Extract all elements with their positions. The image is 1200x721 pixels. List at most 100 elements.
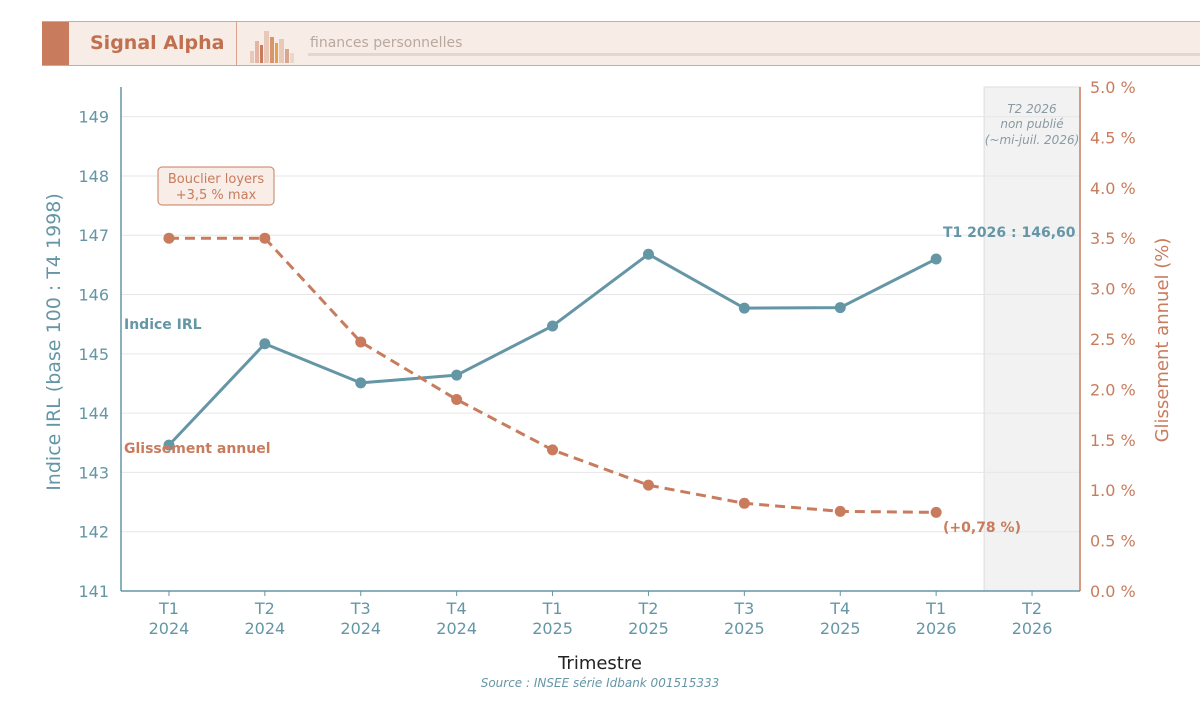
irl-point bbox=[930, 253, 942, 265]
left-axis-ticks: 141 142 143 144 145 146 147 148 149 bbox=[78, 108, 109, 601]
right-tick-label: 2.5 % bbox=[1090, 330, 1136, 349]
right-tick-label: 1.0 % bbox=[1090, 481, 1136, 500]
left-tick-label: 145 bbox=[78, 345, 109, 364]
x-tick-label: T2 2026 bbox=[1012, 599, 1053, 638]
glissement-line bbox=[168, 236, 937, 514]
x-tick-quarter: T1 bbox=[158, 599, 179, 618]
irl-point bbox=[259, 338, 271, 350]
x-tick-quarter: T4 bbox=[446, 599, 467, 618]
tagline: finances personnelles bbox=[310, 35, 463, 51]
x-tick-year: 2024 bbox=[244, 619, 285, 638]
x-tick-year: 2024 bbox=[340, 619, 381, 638]
unpublished-line3: (~mi-juil. 2026) bbox=[985, 133, 1080, 147]
axes bbox=[120, 87, 1081, 592]
gridlines bbox=[121, 116, 1080, 533]
brand-name: Signal Alpha bbox=[90, 32, 225, 54]
left-tick-label: 144 bbox=[78, 404, 109, 423]
right-tick-label: 4.5 % bbox=[1090, 128, 1136, 147]
left-tick-label: 141 bbox=[78, 582, 109, 601]
x-tick-quarter: T2 bbox=[1021, 599, 1042, 618]
glissement-point bbox=[547, 444, 559, 456]
right-tick-label: 1.5 % bbox=[1090, 431, 1136, 450]
right-tick-label: 5.0 % bbox=[1090, 78, 1136, 97]
unpublished-zone-rect bbox=[983, 86, 1081, 592]
y-axis-left-label: Indice IRL (base 100 : T4 1998) bbox=[43, 193, 65, 491]
right-tick-label: 2.0 % bbox=[1090, 380, 1136, 399]
irl-point bbox=[163, 439, 175, 451]
glissement-point bbox=[259, 232, 271, 244]
x-tick-year: 2025 bbox=[532, 619, 573, 638]
y-axis-right-label: Glissement annuel (%) bbox=[1152, 238, 1173, 443]
right-axis-ticks: 0.0 % 0.5 % 1.0 % 1.5 % 2.0 % 2.5 % 3.0 % 3.5 %… bbox=[1090, 78, 1136, 601]
x-tick-year: 2025 bbox=[724, 619, 765, 638]
city-bars-icon bbox=[250, 31, 294, 63]
x-tick-quarter: T1 bbox=[542, 599, 563, 618]
right-tick-label: 3.0 % bbox=[1090, 280, 1136, 299]
header-divider bbox=[236, 22, 237, 65]
left-tick-label: 149 bbox=[78, 108, 109, 127]
series-glissement bbox=[163, 232, 942, 518]
header-rule bbox=[308, 53, 1200, 56]
left-tick-label: 147 bbox=[78, 226, 109, 245]
x-tick-label: T3 2024 bbox=[340, 599, 381, 638]
unpublished-zone bbox=[983, 86, 1081, 592]
left-tick-label: 142 bbox=[78, 523, 109, 542]
irl-point bbox=[738, 302, 750, 314]
right-tick-label: 0.5 % bbox=[1090, 532, 1136, 551]
glissement-point bbox=[451, 393, 463, 405]
x-tick-label: T1 2024 bbox=[149, 599, 190, 638]
shield-annotation-line1: Bouclier loyers bbox=[168, 172, 265, 187]
shield-annotation-line2: +3,5 % max bbox=[176, 188, 257, 203]
x-tick-year: 2026 bbox=[1012, 619, 1053, 638]
glissement-point bbox=[738, 497, 750, 509]
last-value-label: T1 2026 : 146,60 bbox=[943, 225, 1076, 241]
x-tick-year: 2025 bbox=[820, 619, 861, 638]
x-tick-quarter: T3 bbox=[350, 599, 371, 618]
shield-annotation: Bouclier loyers +3,5 % max bbox=[157, 166, 275, 206]
irl-point bbox=[834, 302, 846, 314]
glissement-point bbox=[834, 505, 846, 517]
x-axis-label: Trimestre bbox=[557, 653, 642, 674]
irl-line bbox=[167, 252, 937, 447]
glissement-point bbox=[930, 506, 942, 518]
series-irl-label: Indice IRL bbox=[124, 317, 202, 333]
x-tick-label: T2 2025 bbox=[628, 599, 669, 638]
x-tick-quarter: T3 bbox=[733, 599, 754, 618]
right-tick-label: 4.0 % bbox=[1090, 179, 1136, 198]
glissement-point bbox=[642, 479, 654, 491]
x-tick-year: 2024 bbox=[436, 619, 477, 638]
x-tick-year: 2024 bbox=[149, 619, 190, 638]
left-tick-label: 148 bbox=[78, 167, 109, 186]
unpublished-line2: non publié bbox=[1000, 117, 1063, 131]
x-tick-quarter: T2 bbox=[637, 599, 658, 618]
x-tick-label: T3 2025 bbox=[724, 599, 765, 638]
glissement-point bbox=[163, 232, 175, 244]
x-tick-label: T1 2025 bbox=[532, 599, 573, 638]
irl-point bbox=[451, 369, 463, 381]
x-tick-label: T4 2024 bbox=[436, 599, 477, 638]
left-tick-label: 143 bbox=[78, 463, 109, 482]
unpublished-note: T2 2026 non publié (~mi-juil. 2026) bbox=[985, 102, 1080, 147]
series-irl bbox=[163, 248, 942, 451]
x-tick-label: T4 2025 bbox=[820, 599, 861, 638]
right-tick-label: 3.5 % bbox=[1090, 229, 1136, 248]
source-note: Source : INSEE série Idbank 001515333 bbox=[481, 676, 720, 690]
right-tick-label: 0.0 % bbox=[1090, 582, 1136, 601]
unpublished-line1: T2 2026 bbox=[1007, 102, 1057, 116]
left-tick-label: 146 bbox=[78, 286, 109, 305]
irl-point bbox=[547, 320, 559, 332]
x-tick-quarter: T4 bbox=[829, 599, 850, 618]
header-banner: Signal Alpha finances personnelles bbox=[42, 21, 1200, 66]
glissement-point bbox=[355, 336, 367, 348]
x-tick-label: T2 2024 bbox=[244, 599, 285, 638]
irl-point bbox=[642, 248, 654, 260]
x-tick-label: T1 2026 bbox=[916, 599, 957, 638]
brand-swatch bbox=[42, 22, 69, 65]
irl-point bbox=[355, 377, 367, 389]
x-tick-year: 2026 bbox=[916, 619, 957, 638]
x-tick-year: 2025 bbox=[628, 619, 669, 638]
series-glissement-label: Glissement annuel bbox=[124, 441, 271, 457]
last-glissement-label: (+0,78 %) bbox=[943, 520, 1021, 536]
